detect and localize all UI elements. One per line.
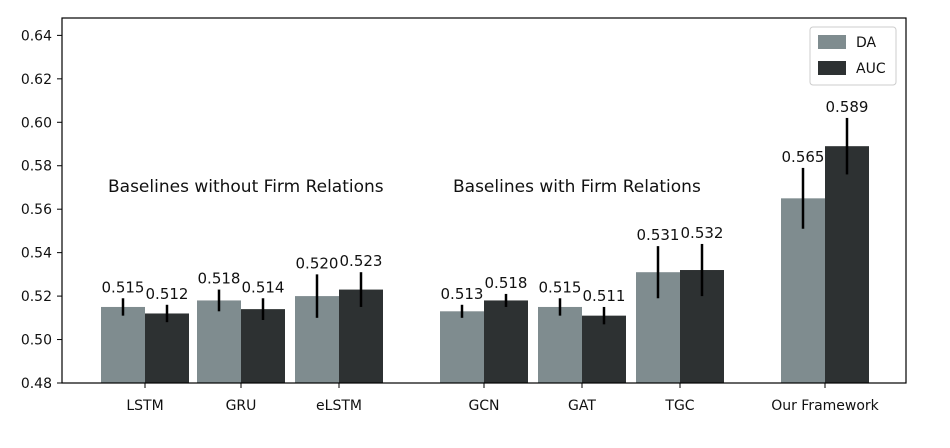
y-tick-label-0: 0.48	[21, 376, 52, 392]
annotation-without-relations: Baselines without Firm Relations	[108, 177, 384, 197]
legend: DA AUC	[809, 26, 897, 86]
bar-auc-3	[484, 300, 528, 383]
legend-swatch-da	[818, 35, 846, 49]
bar-da-4	[538, 306, 582, 383]
legend-label-auc: AUC	[856, 61, 886, 77]
x-tick-label-6: Our Framework	[771, 398, 879, 414]
data-label-da-6: 0.565	[782, 148, 825, 166]
bar-auc-6	[825, 146, 869, 383]
y-axis: 0.48 0.50 0.52 0.54 0.56 0.58 0.60 0.62 0.64	[21, 28, 62, 392]
data-label-auc-3: 0.518	[485, 274, 528, 292]
data-label-auc-4: 0.511	[583, 287, 626, 305]
y-tick-label-6: 0.60	[21, 115, 52, 131]
bars-layer	[101, 146, 869, 383]
bar-da-1	[197, 300, 241, 383]
y-tick-label-4: 0.56	[21, 202, 52, 218]
data-label-da-4: 0.515	[539, 278, 582, 296]
bar-da-6	[781, 198, 825, 383]
bar-da-3	[440, 311, 484, 383]
x-tick-label-5: TGC	[664, 398, 694, 414]
data-label-auc-6: 0.589	[826, 98, 869, 116]
x-tick-label-1: GRU	[226, 398, 257, 414]
x-tick-label-4: GAT	[568, 398, 596, 414]
legend-swatch-auc	[818, 61, 846, 75]
data-label-da-1: 0.518	[198, 270, 241, 288]
bar-da-0	[101, 306, 145, 383]
bar-auc-1	[241, 309, 285, 383]
x-axis: LSTM GRU eLSTM GCN GAT TGC Our Framework	[126, 383, 880, 414]
y-tick-label-3: 0.54	[21, 246, 52, 262]
data-label-da-3: 0.513	[441, 285, 484, 303]
data-label-da-2: 0.520	[296, 254, 339, 272]
x-tick-label-2: eLSTM	[316, 398, 362, 414]
data-labels-layer: 0.515 0.518 0.520 0.513 0.515 0.531 0.565 0.512…	[102, 98, 869, 305]
y-tick-label-2: 0.52	[21, 289, 52, 305]
error-bars-layer	[121, 117, 849, 325]
data-label-auc-1: 0.514	[242, 278, 285, 296]
data-label-auc-0: 0.512	[146, 285, 189, 303]
data-label-auc-5: 0.532	[681, 224, 724, 242]
annotation-with-relations: Baselines with Firm Relations	[453, 177, 701, 197]
x-tick-label-0: LSTM	[126, 398, 163, 414]
y-tick-label-5: 0.58	[21, 159, 52, 175]
y-tick-label-7: 0.62	[21, 72, 52, 88]
legend-label-da: DA	[856, 35, 877, 51]
data-label-auc-2: 0.523	[340, 252, 383, 270]
y-tick-label-1: 0.50	[21, 333, 52, 349]
data-label-da-5: 0.531	[637, 226, 680, 244]
bar-auc-0	[145, 313, 189, 383]
y-tick-label-8: 0.64	[21, 28, 52, 44]
x-tick-label-3: GCN	[468, 398, 499, 414]
data-label-da-0: 0.515	[102, 278, 145, 296]
bar-auc-4	[582, 315, 626, 383]
